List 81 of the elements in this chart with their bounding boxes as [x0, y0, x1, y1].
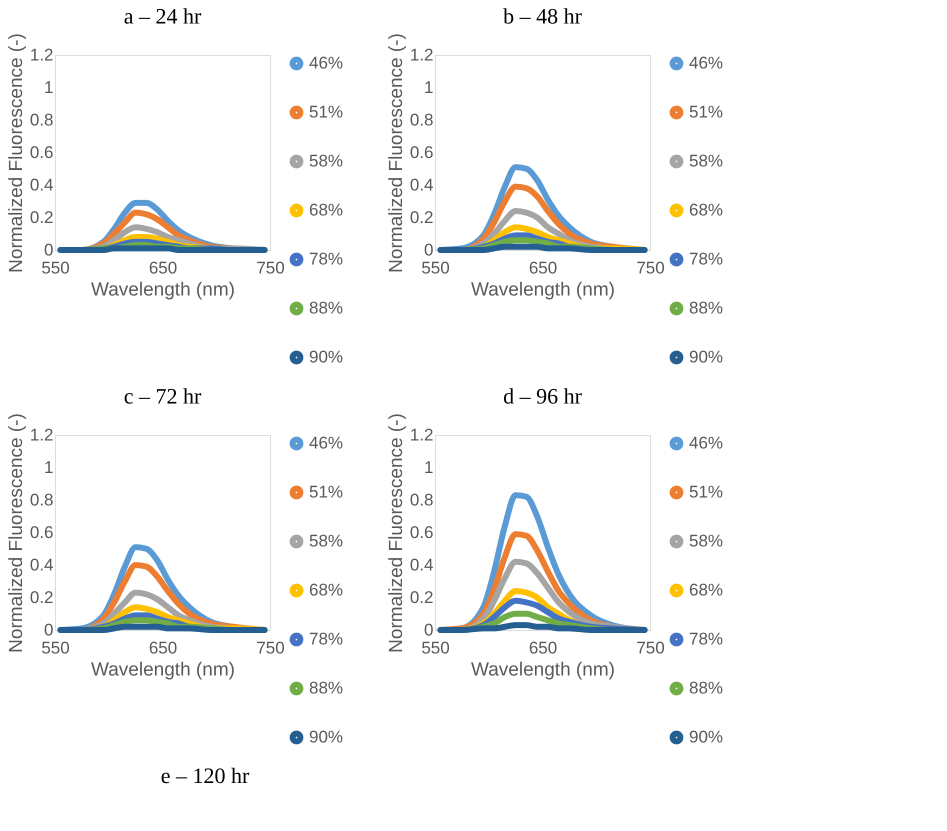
y-tick-label: 0.6	[30, 143, 54, 162]
x-tick-label: 650	[148, 258, 178, 278]
y-tick-label: 0.8	[410, 110, 434, 130]
x-tick-label: 550	[41, 638, 70, 658]
x-tick-label: 550	[41, 258, 70, 278]
legend-label: 90%	[689, 348, 724, 366]
x-axis-title: Wavelength (nm)	[91, 280, 235, 300]
y-tick-label: 0.4	[30, 556, 54, 574]
x-tick-label: 650	[148, 638, 178, 658]
y-tick-label: 1.2	[30, 46, 54, 64]
legend-label: 90%	[689, 728, 724, 746]
y-tick-label: 0.4	[410, 176, 434, 194]
legend-label: 88%	[309, 298, 344, 318]
y-tick-label: 1	[44, 458, 54, 477]
x-tick-label: 750	[636, 258, 665, 278]
x-axis-title: Wavelength (nm)	[91, 660, 235, 680]
legend-label: 88%	[689, 678, 724, 698]
y-tick-label: 0.2	[30, 208, 54, 227]
legend-label: 58%	[309, 532, 344, 550]
chart-title: c – 72 hr	[124, 384, 202, 409]
legend-label: 68%	[309, 200, 344, 220]
legend-label: 78%	[309, 250, 344, 268]
y-tick-label: 0.8	[30, 110, 54, 130]
legend-label: 51%	[689, 482, 724, 502]
y-tick-label: 0.8	[30, 490, 54, 510]
x-tick-label: 750	[636, 638, 665, 658]
y-tick-label: 0.2	[410, 588, 434, 607]
legend-label: 78%	[689, 250, 724, 268]
y-tick-label: 1.2	[30, 426, 54, 444]
y-tick-label: 0.2	[410, 208, 434, 227]
y-axis-title: Normalized Fluorescence (-)	[386, 33, 407, 273]
legend-label: 58%	[309, 152, 344, 170]
y-tick-label: 0	[44, 240, 54, 260]
legend-label: 68%	[689, 580, 724, 600]
y-axis-title: Normalized Fluorescence (-)	[6, 33, 27, 273]
legend-label: 68%	[689, 200, 724, 220]
legend-label: 68%	[309, 580, 344, 600]
legend-label: 51%	[309, 102, 344, 122]
y-axis-title: Normalized Fluorescence (-)	[6, 413, 27, 653]
legend-label: 78%	[309, 630, 344, 648]
y-tick-label: 0	[424, 620, 434, 640]
y-tick-label: 0	[44, 620, 54, 640]
y-tick-label: 0.4	[30, 176, 54, 194]
y-tick-label: 0	[424, 240, 434, 260]
legend-label: 51%	[689, 102, 724, 122]
legend-label: 90%	[309, 728, 344, 746]
legend-label: 51%	[309, 482, 344, 502]
x-tick-label: 750	[256, 638, 285, 658]
x-tick-label: 550	[421, 638, 450, 658]
y-axis-title: Normalized Fluorescence (-)	[386, 413, 407, 653]
y-tick-label: 1.2	[410, 426, 434, 444]
y-tick-label: 0.6	[410, 143, 434, 162]
x-axis-title: Wavelength (nm)	[471, 280, 615, 300]
y-tick-label: 0.6	[30, 523, 54, 542]
text: 46%	[309, 434, 344, 452]
legend-label: 58%	[689, 152, 724, 170]
x-tick-label: 750	[256, 258, 285, 278]
y-tick-label: 1	[424, 78, 434, 97]
legend-label: 46%	[309, 54, 344, 72]
legend-label: 58%	[689, 532, 724, 550]
chart-title: a – 24 hr	[124, 4, 202, 29]
y-tick-label: 0.4	[410, 556, 434, 574]
x-axis-title: Wavelength (nm)	[471, 660, 615, 680]
legend-label: 90%	[309, 348, 344, 366]
y-tick-label: 0.8	[410, 490, 434, 510]
legend-label: 46%	[689, 54, 724, 72]
text: e – 120 hr	[160, 763, 250, 788]
chart-title: d – 96 hr	[503, 384, 583, 409]
legend-label: 88%	[689, 298, 724, 318]
y-tick-label: 0.2	[30, 588, 54, 607]
y-tick-label: 1	[44, 78, 54, 97]
legend-label: 78%	[689, 630, 724, 648]
x-tick-label: 650	[528, 258, 558, 278]
x-tick-label: 650	[528, 638, 558, 658]
y-tick-label: 1	[424, 458, 434, 477]
chart-title: b – 48 hr	[503, 4, 583, 29]
text: 46%	[689, 434, 724, 452]
y-tick-label: 1.2	[410, 46, 434, 64]
x-tick-label: 550	[421, 258, 450, 278]
y-tick-label: 0.6	[410, 523, 434, 542]
legend-label: 88%	[309, 678, 344, 698]
